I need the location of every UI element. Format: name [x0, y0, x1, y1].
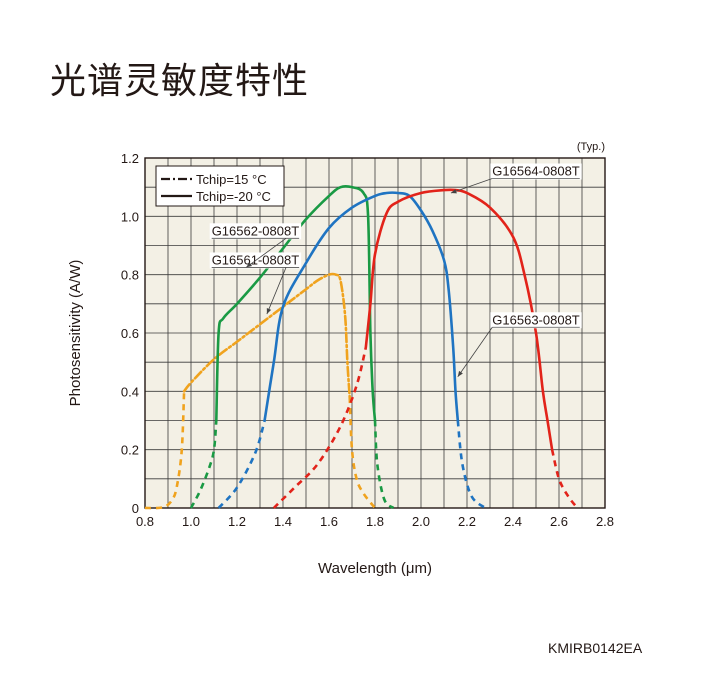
figure-code: KMIRB0142EA: [548, 640, 643, 656]
annotation-label: G16561-0808T: [212, 252, 300, 267]
annotation-leader: [450, 178, 493, 194]
y-tick-label: 0.6: [121, 326, 139, 341]
x-axis-label: Wavelength (μm): [318, 560, 432, 577]
series-tail-g16563-0808t: [456, 420, 487, 510]
y-tick-label: 0.8: [121, 268, 139, 283]
series-tail-g16562-0808t: [189, 420, 218, 509]
y-tick-label: 0: [132, 501, 139, 516]
annotation-arrow: [457, 370, 463, 377]
x-tick-label: 2.8: [596, 514, 614, 529]
annotation-label: G16563-0808T: [492, 312, 580, 327]
annotation-leader: [245, 237, 287, 268]
annotation-leader: [457, 327, 493, 377]
plot-frame: [144, 157, 606, 509]
y-tick-label: 0.2: [121, 443, 139, 458]
annotation-label: G16562-0808T: [212, 223, 300, 238]
series-line-g16564-0808t: [364, 188, 554, 451]
x-tick-label: 2.2: [458, 514, 476, 529]
x-tick-label: 1.2: [228, 514, 246, 529]
annotation-leader: [266, 267, 287, 315]
annotation-label-bg: [209, 223, 302, 240]
typ-note: (Typ.): [577, 141, 605, 153]
series-line-g16561-0808t: [182, 272, 351, 399]
annotation-label-bg: [490, 312, 582, 329]
annotation-arrow: [266, 308, 272, 315]
series-tail-g16561-0808t: [348, 397, 377, 509]
annotation-label-bg: [490, 163, 582, 180]
x-tick-label: 2.4: [504, 514, 522, 529]
annotation-arrow: [246, 262, 253, 268]
series-line-g16563-0808t: [263, 191, 460, 422]
x-tick-label: 2.6: [550, 514, 568, 529]
y-tick-label: 1.0: [121, 209, 139, 224]
annotation-arrow: [450, 188, 457, 194]
x-tick-label: 1.8: [366, 514, 384, 529]
legend-box: [155, 165, 285, 207]
x-tick-label: 1.4: [274, 514, 292, 529]
annotation-label: G16564-0808T: [492, 164, 580, 179]
x-tick-label: 0.8: [136, 514, 154, 529]
legend-label: Tchip=-20 °C: [196, 189, 271, 204]
legend-label: Tchip=15 °C: [196, 172, 267, 187]
series-tail-g16564-0808t: [272, 347, 368, 509]
x-tick-label: 1.0: [182, 514, 200, 529]
x-tick-label: 2.0: [412, 514, 430, 529]
series-tail-g16561-0808t: [144, 391, 186, 510]
y-tick-label: 1.2: [121, 151, 139, 166]
series-tail-g16563-0808t: [217, 420, 266, 509]
y-tick-label: 0.4: [121, 384, 139, 399]
series-tail-g16564-0808t: [550, 449, 579, 509]
x-tick-label: 1.6: [320, 514, 338, 529]
page-title: 光谱灵敏度特性: [50, 61, 310, 102]
y-axis-label: Photosensitivity (A/W): [67, 260, 84, 407]
